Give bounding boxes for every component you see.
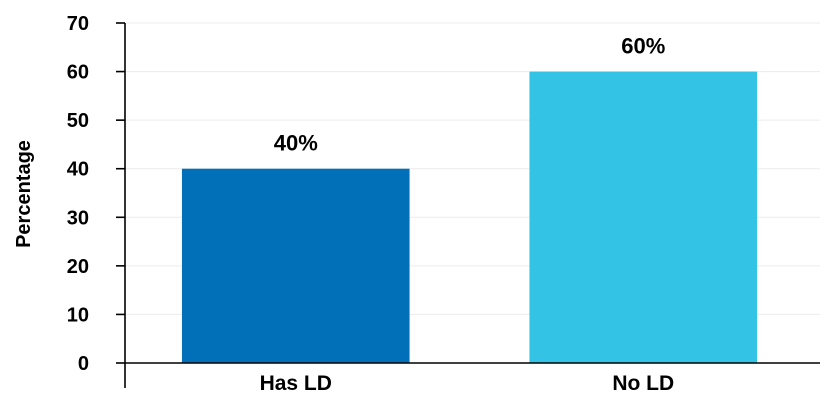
- bar-no-ld: [529, 71, 758, 364]
- y-tick-label: 0: [78, 353, 89, 375]
- y-tick-label: 30: [67, 207, 89, 229]
- y-axis-title: Percentage: [13, 140, 35, 248]
- bars: [181, 71, 758, 364]
- x-tick-label: No LD: [612, 372, 674, 394]
- y-tick-label: 50: [67, 110, 89, 132]
- y-tick-label: 70: [67, 13, 89, 35]
- bar-has-ld: [181, 168, 410, 363]
- y-tick-label: 60: [67, 62, 89, 84]
- y-tick-label: 10: [67, 304, 89, 326]
- data-labels: 40% 60%: [274, 34, 666, 156]
- x-tick-label: Has LD: [260, 372, 332, 394]
- y-tick-labels: 0 10 20 30 40 50 60 70: [67, 13, 89, 375]
- axes: [116, 22, 820, 388]
- data-label: 40%: [274, 131, 318, 156]
- y-tick-label: 20: [67, 256, 89, 278]
- y-tick-label: 40: [67, 159, 89, 181]
- x-tick-labels: Has LD No LD: [260, 372, 675, 394]
- data-label: 60%: [621, 34, 665, 59]
